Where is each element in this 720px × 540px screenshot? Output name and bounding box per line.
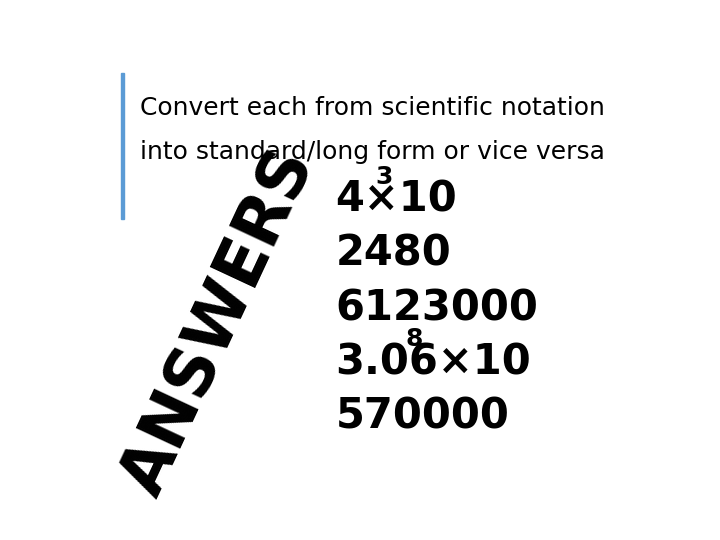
Text: 8: 8 bbox=[406, 327, 423, 351]
Text: 2480: 2480 bbox=[336, 233, 451, 275]
Bar bbox=[121, 73, 124, 219]
Text: Convert each from scientific notation: Convert each from scientific notation bbox=[140, 97, 605, 120]
Text: 6123000: 6123000 bbox=[336, 287, 539, 329]
Text: into standard/long form or vice versa: into standard/long form or vice versa bbox=[140, 140, 605, 164]
Text: ANSWERS: ANSWERS bbox=[109, 139, 327, 506]
Text: 4×10: 4×10 bbox=[336, 179, 457, 221]
Text: 570000: 570000 bbox=[336, 395, 509, 437]
Text: 3.06×10: 3.06×10 bbox=[336, 341, 531, 383]
Text: 3: 3 bbox=[376, 165, 393, 189]
